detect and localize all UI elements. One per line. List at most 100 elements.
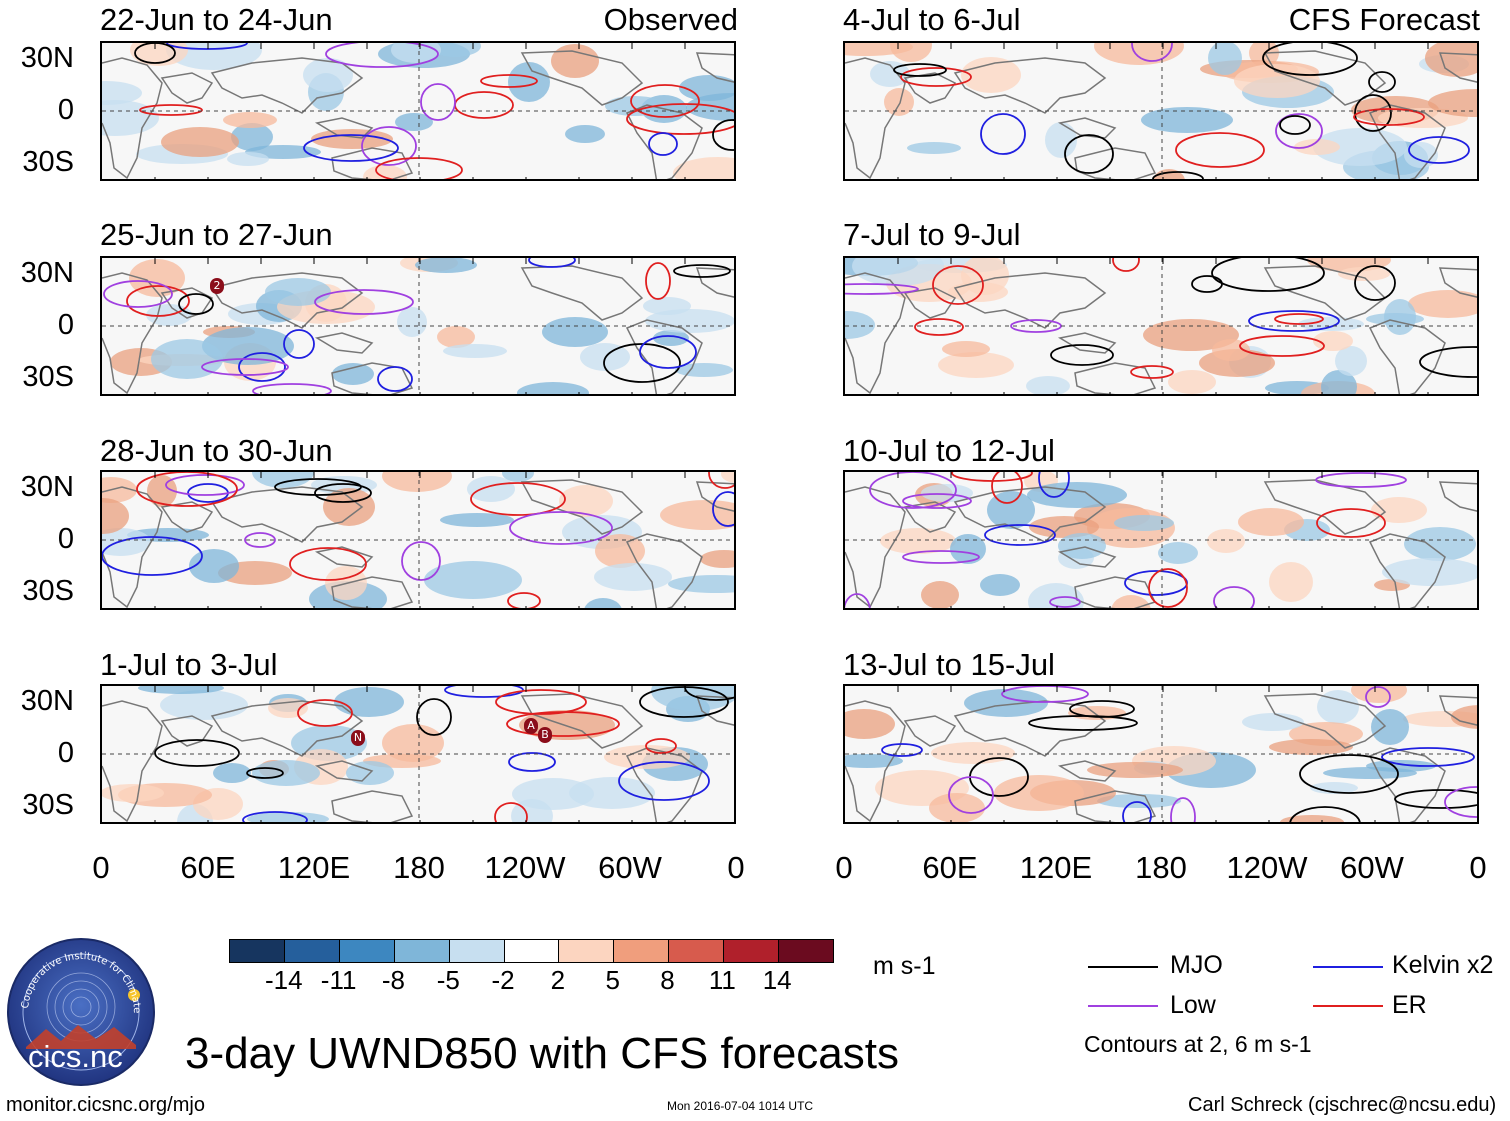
wind-anomaly-shade bbox=[467, 476, 515, 502]
wind-anomaly-shade bbox=[1029, 516, 1099, 538]
coastline bbox=[953, 272, 1107, 329]
wind-anomaly-shade bbox=[332, 363, 374, 385]
wave-contour bbox=[1274, 313, 1324, 325]
storm-marker: N bbox=[351, 730, 365, 746]
wave-contour bbox=[639, 335, 697, 369]
wave-contour bbox=[314, 289, 414, 315]
wind-anomaly-shade bbox=[686, 93, 734, 121]
wave-contour bbox=[1239, 335, 1325, 357]
legend-line-er bbox=[1313, 1005, 1383, 1007]
wave-contour bbox=[1365, 686, 1391, 708]
wind-anomaly-shade bbox=[1335, 346, 1367, 376]
storm-marker: B bbox=[538, 727, 552, 743]
wave-contour bbox=[626, 103, 734, 135]
wind-anomaly-shade bbox=[651, 686, 734, 711]
wind-anomaly-shade bbox=[1321, 370, 1357, 394]
wave-contour bbox=[165, 474, 245, 496]
wave-contour bbox=[1408, 136, 1470, 164]
contour-note: Contours at 2, 6 m s-1 bbox=[1084, 1031, 1312, 1057]
wind-anomaly-shade bbox=[565, 125, 605, 143]
map-graphic-7 bbox=[845, 472, 1477, 608]
colorbar-swatch bbox=[449, 940, 505, 962]
panel-title-1: 22-Jun to 24-Jun bbox=[100, 2, 333, 37]
wave-contour bbox=[303, 134, 399, 162]
wind-anomaly-shade bbox=[1158, 542, 1198, 564]
wind-anomaly-shade bbox=[594, 563, 672, 591]
footer-url[interactable]: monitor.cicsnc.org/mjo bbox=[6, 1094, 205, 1116]
logo-text: cics.nc bbox=[28, 1039, 123, 1074]
wave-contour bbox=[1354, 265, 1396, 301]
wave-contour bbox=[509, 511, 613, 545]
map-graphic-3 bbox=[102, 472, 734, 608]
wind-anomaly-shade bbox=[1097, 794, 1181, 808]
wave-contour bbox=[1124, 570, 1188, 596]
colorbar-tick-label: 5 bbox=[605, 965, 620, 995]
map-panel-3 bbox=[100, 470, 736, 610]
storm-marker: A bbox=[524, 718, 538, 734]
colorbar-tick-label: -2 bbox=[491, 965, 515, 995]
wind-anomaly-shade bbox=[415, 258, 477, 273]
lon-label-right-120w: 120W bbox=[1226, 850, 1308, 885]
wind-anomaly-shade bbox=[1425, 43, 1477, 77]
lat-label-0: 0 bbox=[57, 737, 74, 769]
coastline bbox=[210, 272, 364, 329]
legend-label-mjo: MJO bbox=[1170, 951, 1223, 979]
wave-contour bbox=[289, 547, 367, 581]
wind-anomaly-shade bbox=[551, 44, 599, 78]
wave-contour bbox=[297, 699, 353, 727]
footer-timestamp: Mon 2016-07-04 1014 UTC bbox=[667, 1099, 814, 1113]
colorbar-swatch bbox=[394, 940, 450, 962]
wind-anomaly-shade bbox=[643, 297, 691, 315]
wind-anomaly-shade bbox=[1269, 562, 1313, 602]
wave-contour bbox=[103, 280, 173, 308]
coastline bbox=[903, 287, 957, 319]
coastline bbox=[331, 147, 414, 179]
wind-anomaly-shade bbox=[303, 58, 353, 92]
lon-label-right-60w: 60W bbox=[1340, 850, 1404, 885]
coastline bbox=[695, 52, 734, 83]
wave-contour bbox=[1028, 715, 1138, 731]
wave-contour bbox=[1444, 786, 1477, 818]
coastline bbox=[1074, 790, 1157, 822]
wave-contour bbox=[1148, 568, 1188, 608]
wind-anomaly-shade bbox=[189, 549, 239, 583]
wind-anomaly-shade bbox=[1234, 64, 1320, 98]
wind-anomaly-shade bbox=[994, 775, 1084, 811]
wind-anomaly-shade bbox=[1028, 583, 1084, 608]
wave-contour bbox=[154, 739, 240, 767]
lat-label-30n: 30N bbox=[20, 257, 74, 289]
wind-anomaly-shade bbox=[102, 477, 137, 503]
wind-anomaly-shade bbox=[645, 309, 734, 333]
wind-anomaly-shade bbox=[604, 745, 690, 769]
wave-contour bbox=[1191, 275, 1223, 293]
wave-contour bbox=[470, 482, 566, 516]
wave-contour bbox=[377, 366, 413, 392]
wave-contour bbox=[401, 541, 441, 581]
coastline bbox=[210, 700, 364, 757]
legend-label-kelvin: Kelvin x2 bbox=[1392, 951, 1494, 979]
wind-anomaly-shade bbox=[1428, 89, 1477, 117]
panel-title-2: 25-Jun to 27-Jun bbox=[100, 217, 333, 252]
colorbar-tick-label: 2 bbox=[550, 965, 566, 995]
wave-contour bbox=[845, 593, 871, 608]
wave-contour bbox=[1419, 346, 1477, 378]
wind-anomaly-shade bbox=[1310, 782, 1358, 794]
lat-label-30n: 30N bbox=[20, 42, 74, 74]
wind-anomaly-shade bbox=[931, 742, 1015, 764]
panel-title-3: 28-Jun to 30-Jun bbox=[100, 433, 333, 468]
wave-contour bbox=[1038, 472, 1070, 498]
wave-contour bbox=[1275, 113, 1323, 149]
wave-contour bbox=[1354, 94, 1392, 132]
wind-anomaly-shade bbox=[102, 498, 129, 534]
wind-anomaly-shade bbox=[102, 528, 151, 556]
wave-contour bbox=[893, 63, 947, 77]
map-graphic-5 bbox=[845, 43, 1477, 179]
wind-anomaly-shade bbox=[584, 598, 622, 608]
wind-anomaly-shade bbox=[1269, 739, 1353, 755]
coastline bbox=[1057, 117, 1117, 139]
wind-anomaly-shade bbox=[1313, 331, 1353, 351]
wave-contour bbox=[244, 532, 276, 548]
lat-label-0: 0 bbox=[57, 523, 74, 555]
lat-label-30s: 30S bbox=[22, 146, 74, 178]
colorbar-tick-label: 14 bbox=[762, 965, 792, 995]
